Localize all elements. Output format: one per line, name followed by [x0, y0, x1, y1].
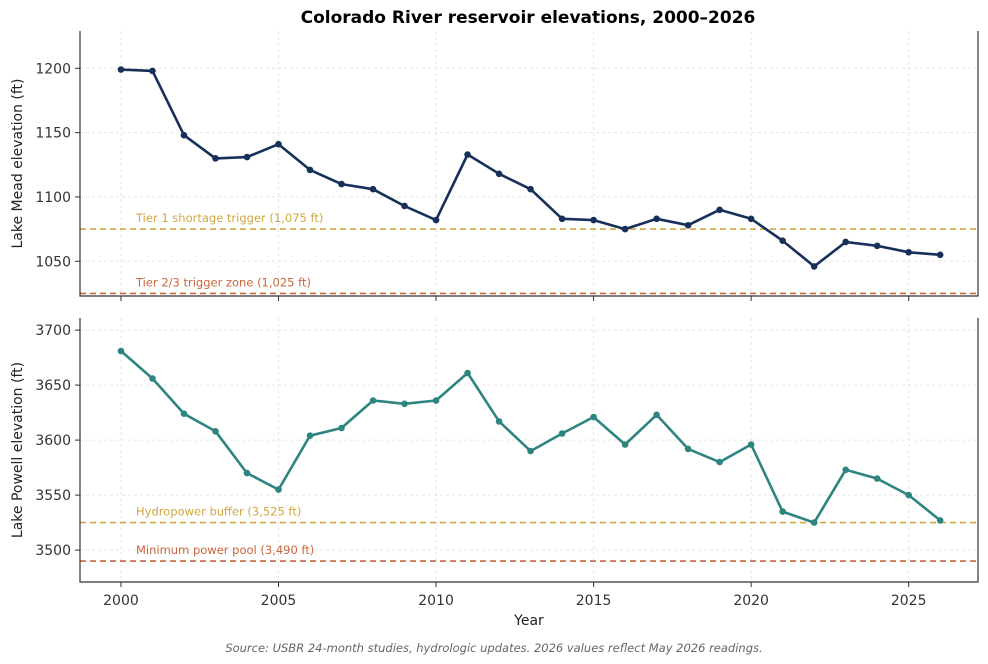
data-point: [401, 400, 408, 408]
data-point: [306, 432, 314, 440]
data-point: [243, 469, 251, 477]
source-note: Source: USBR 24-month studies, hydrologi…: [225, 641, 762, 655]
data-point: [432, 397, 440, 404]
data-point: [684, 221, 692, 229]
y-tick-label-2: 1150: [35, 126, 71, 142]
x-tick-label-0: 2000: [103, 593, 139, 609]
data-point: [747, 441, 755, 448]
data-point: [180, 131, 188, 139]
x-tick-label-5: 2025: [891, 593, 927, 609]
data-point: [275, 140, 282, 148]
data-point: [936, 251, 944, 259]
data-point: [653, 411, 660, 419]
data-point: [621, 441, 629, 448]
data-point: [527, 447, 534, 455]
data-point: [716, 206, 723, 214]
axes-frame: [79, 31, 979, 297]
data-point: [810, 519, 818, 526]
x-tick-label-3: 2015: [576, 593, 612, 609]
data-point: [590, 216, 597, 224]
data-point: [338, 424, 345, 432]
data-point: [212, 155, 219, 162]
data-point: [432, 216, 440, 224]
data-point: [369, 397, 377, 404]
data-point: [495, 170, 503, 178]
data-point: [275, 486, 282, 493]
data-point: [149, 375, 156, 382]
y-tick-label-3: 3650: [35, 378, 71, 394]
data-point: [338, 180, 345, 188]
data-point: [117, 347, 125, 355]
series-line-0: [119, 68, 942, 268]
data-point: [527, 185, 534, 193]
y-tick-label-1: 3550: [35, 488, 71, 504]
y-tick-label-3: 1200: [35, 61, 71, 77]
data-point: [180, 410, 188, 418]
axes-frame: [79, 318, 979, 583]
data-point: [873, 475, 881, 482]
data-point: [558, 430, 566, 437]
y-tick-label-4: 3700: [35, 323, 71, 339]
data-point: [369, 185, 377, 193]
reference-label-0: Hydropower buffer (3,525 ft): [136, 505, 301, 519]
series-line-0: [119, 349, 942, 524]
y-tick-label-1: 1100: [35, 190, 71, 206]
data-point: [716, 458, 723, 466]
data-point: [779, 508, 786, 515]
data-point: [243, 153, 251, 161]
data-point: [747, 215, 755, 223]
x-tick-label-4: 2020: [733, 593, 769, 609]
y-axis-label: Lake Powell elevation (ft): [10, 362, 26, 538]
x-tick-label-1: 2005: [261, 593, 297, 609]
data-point: [621, 225, 629, 233]
data-point: [905, 248, 912, 256]
data-point: [117, 66, 125, 73]
data-point: [464, 151, 471, 158]
data-point: [212, 428, 219, 435]
data-point: [936, 517, 944, 524]
reference-label-1: Minimum power pool (3,490 ft): [136, 543, 314, 557]
data-point: [306, 166, 314, 174]
data-point: [464, 369, 471, 377]
chart-title: Colorado River reservoir elevations, 200…: [301, 8, 756, 28]
lake-powell-panel: Hydropower buffer (3,525 ft) Minimum powe…: [10, 318, 979, 629]
data-point: [779, 237, 786, 244]
data-point: [149, 67, 156, 75]
data-point: [842, 238, 849, 246]
y-tick-label-0: 3500: [35, 543, 71, 559]
x-tick-label-2: 2010: [418, 593, 454, 609]
data-point: [842, 466, 849, 474]
x-axis-label: Year: [513, 613, 544, 629]
lake-mead-panel: Tier 1 shortage trigger (1,075 ft) Tier 2…: [10, 31, 979, 301]
data-point: [684, 445, 692, 453]
y-tick-label-2: 3600: [35, 433, 71, 449]
reference-label-0: Tier 1 shortage trigger (1,075 ft): [135, 211, 323, 225]
reference-label-1: Tier 2/3 trigger zone (1,025 ft): [135, 275, 311, 289]
data-point: [401, 202, 408, 210]
y-tick-label-0: 1050: [35, 254, 71, 270]
data-point: [558, 215, 566, 223]
data-point: [905, 491, 912, 499]
y-axis-label: Lake Mead elevation (ft): [10, 78, 26, 248]
data-point: [873, 242, 881, 250]
data-point: [810, 263, 818, 270]
data-point: [495, 418, 503, 425]
data-point: [590, 413, 597, 421]
data-point: [653, 215, 660, 223]
